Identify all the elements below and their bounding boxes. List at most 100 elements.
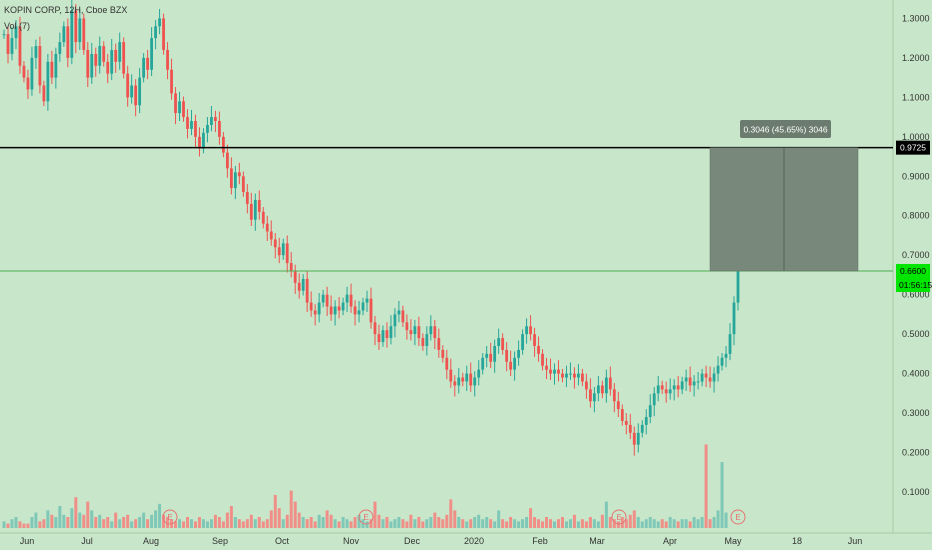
volume-bar bbox=[345, 519, 349, 528]
volume-bar bbox=[417, 517, 421, 528]
candle-body bbox=[620, 409, 624, 421]
candle-body bbox=[118, 42, 122, 62]
price-axis[interactable]: 1.3000 1.2000 1.1000 1.0000 0.9000 0.8000 0.70… bbox=[896, 13, 932, 497]
volume-bar bbox=[481, 519, 485, 528]
volume-bar bbox=[485, 517, 489, 528]
earnings-marker-label: E bbox=[363, 513, 368, 522]
volume-bar bbox=[457, 517, 461, 528]
candle-body bbox=[297, 282, 301, 291]
candle-body bbox=[194, 121, 197, 137]
volume-bar bbox=[46, 510, 50, 528]
candle-body bbox=[249, 203, 253, 220]
candle-body bbox=[94, 53, 98, 66]
candle-body bbox=[397, 310, 401, 315]
candle-body bbox=[365, 298, 369, 303]
candle-body bbox=[30, 57, 34, 90]
candle-body bbox=[10, 38, 14, 54]
candle-body bbox=[600, 385, 604, 394]
volume-bar bbox=[277, 508, 281, 528]
candle-body bbox=[62, 26, 66, 43]
candle-body bbox=[425, 334, 429, 346]
volume-bar bbox=[405, 521, 409, 528]
volume-bar bbox=[357, 514, 361, 528]
volume-bar bbox=[365, 521, 369, 528]
price-tick-label: 1.2000 bbox=[902, 53, 930, 63]
time-tick-label: May bbox=[724, 536, 742, 546]
candle-body bbox=[102, 46, 106, 62]
volume-bar bbox=[612, 519, 616, 528]
volume-bar bbox=[241, 521, 245, 528]
candle-body bbox=[489, 353, 493, 362]
volume-bar bbox=[712, 517, 716, 528]
volume-bar bbox=[58, 506, 62, 528]
candle-body bbox=[525, 326, 528, 335]
volume-bar bbox=[572, 514, 576, 528]
candle-body bbox=[716, 365, 720, 374]
volume-bar bbox=[189, 519, 193, 528]
candle-body bbox=[529, 326, 532, 335]
candle-body bbox=[509, 361, 513, 370]
candle-body bbox=[257, 199, 261, 212]
time-axis[interactable]: Jun Jul Aug Sep Oct Nov Dec 2020 Feb Mar Apr May 18 J… bbox=[20, 536, 863, 546]
measure-tool[interactable]: 0.3046 (45.65%) 3046 bbox=[709, 120, 859, 272]
candle-body bbox=[202, 132, 205, 149]
volume-bar bbox=[14, 517, 18, 528]
volume-bar bbox=[158, 503, 162, 528]
volume-bar bbox=[225, 512, 229, 528]
candle-body bbox=[680, 381, 684, 390]
candle-body bbox=[317, 302, 321, 315]
candle-body bbox=[561, 373, 564, 378]
candle-body bbox=[162, 18, 165, 50]
volume-bar bbox=[616, 521, 620, 528]
volume-bar bbox=[221, 521, 225, 528]
volume-bar bbox=[162, 514, 166, 528]
volume-bar bbox=[305, 519, 309, 528]
volume-bar bbox=[229, 506, 233, 528]
volume-bar bbox=[30, 517, 34, 528]
volume-bar bbox=[413, 519, 417, 528]
time-tick-label: Sep bbox=[212, 536, 228, 546]
candle-body bbox=[261, 211, 265, 224]
volume-bar bbox=[269, 510, 273, 528]
volume-indicator-label[interactable]: Vol (7) bbox=[4, 21, 30, 31]
time-tick-label: 2020 bbox=[464, 536, 484, 546]
earnings-marker-label: E bbox=[616, 513, 621, 522]
candle-body bbox=[604, 377, 608, 394]
volume-bar bbox=[549, 519, 553, 528]
volume-bar bbox=[724, 512, 728, 528]
volume-bar bbox=[533, 517, 537, 528]
volume-bar bbox=[672, 519, 676, 528]
volume-bar bbox=[213, 514, 217, 528]
volume-bar bbox=[652, 519, 656, 528]
candle-body bbox=[353, 306, 357, 315]
volume-bar bbox=[708, 519, 712, 528]
volume-bar bbox=[114, 512, 118, 528]
volume-bar bbox=[70, 508, 74, 528]
volume-bar bbox=[525, 517, 529, 528]
volume-bar bbox=[477, 514, 481, 528]
volume-bar bbox=[257, 517, 261, 528]
volume-bar bbox=[86, 501, 90, 528]
volume-bar bbox=[660, 519, 664, 528]
measure-label-box bbox=[740, 120, 831, 138]
candle-body bbox=[429, 326, 433, 335]
horizontal-line-price-label: 0.9725 bbox=[900, 143, 926, 153]
candle-body bbox=[636, 432, 640, 445]
candle-body bbox=[206, 124, 209, 133]
volume-bar bbox=[18, 521, 22, 528]
candle-body bbox=[668, 389, 672, 394]
candle-body bbox=[38, 46, 42, 86]
volume-bar bbox=[313, 521, 317, 528]
measure-label: 0.3046 (45.65%) 3046 bbox=[743, 125, 827, 135]
volume-bar bbox=[134, 519, 138, 528]
time-tick-label: Jun bbox=[848, 536, 863, 546]
time-tick-label: Aug bbox=[143, 536, 159, 546]
candle-body bbox=[569, 373, 572, 375]
volume-bar bbox=[584, 521, 588, 528]
candle-body bbox=[453, 381, 457, 386]
volume-bar bbox=[385, 517, 389, 528]
candle-body bbox=[265, 223, 269, 232]
